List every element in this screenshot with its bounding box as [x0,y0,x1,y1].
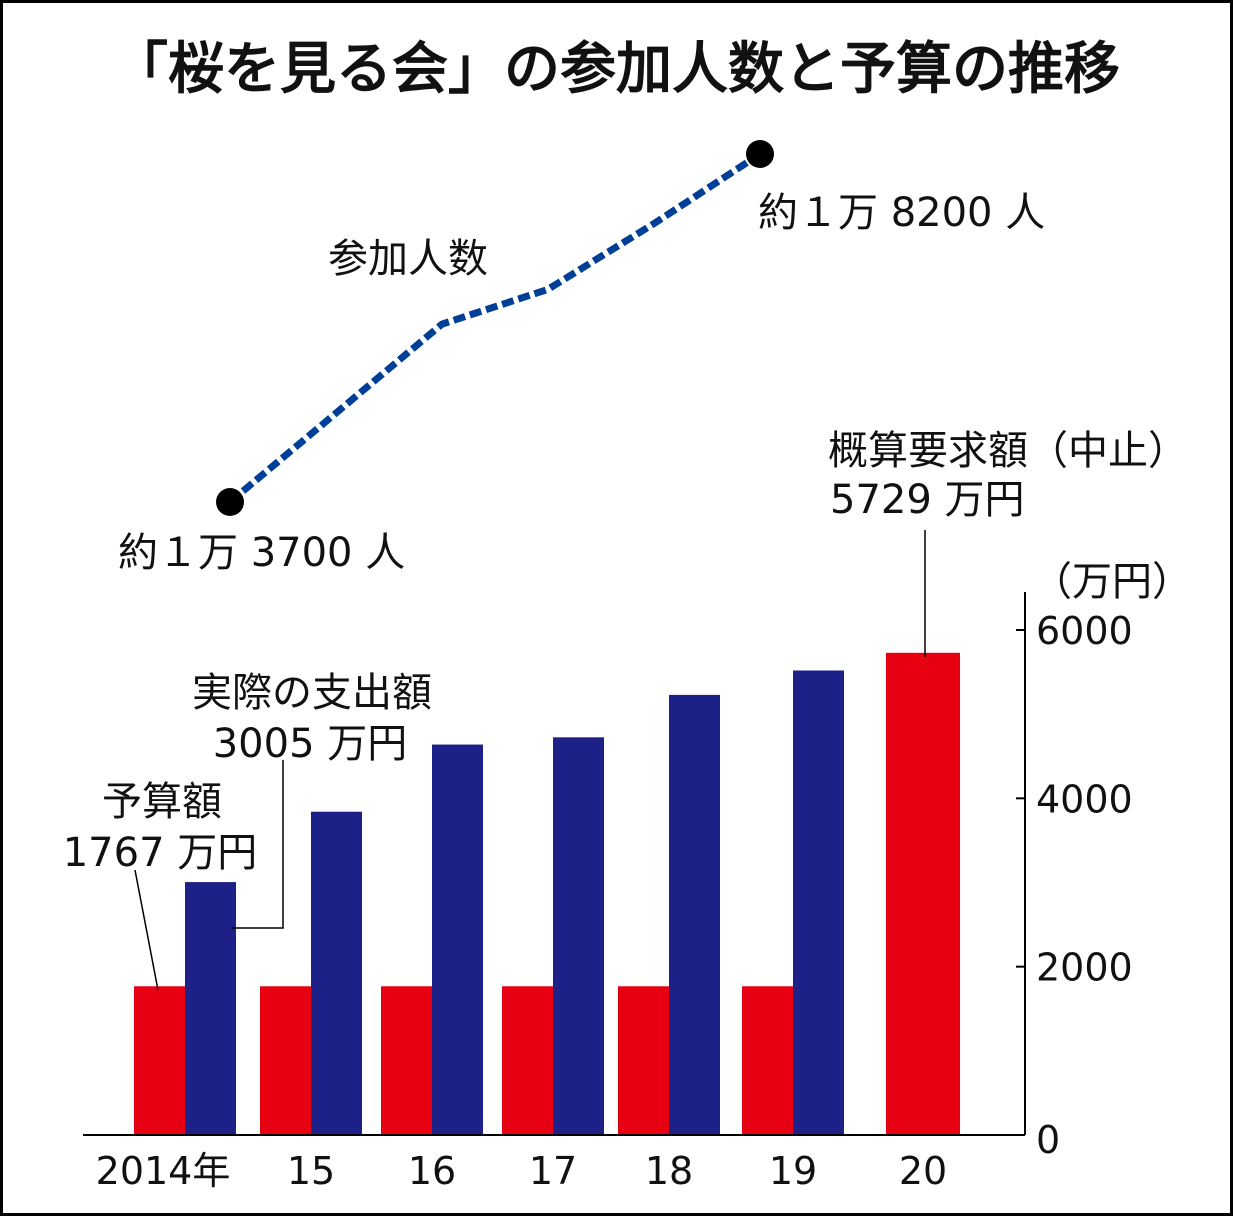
bar-budget [260,986,312,1135]
bar-actual [432,744,483,1135]
budget-value: 1767 万円 [63,830,258,876]
y-tick-label: 4000 [1036,777,1133,821]
budget-leader [134,869,159,991]
bars [134,652,960,1135]
bar-budget [134,986,186,1135]
x-tick-label: 15 [287,1149,335,1193]
bar-actual [311,811,362,1135]
bar-actual [793,670,844,1135]
y-unit: （万円） [1032,559,1192,605]
y-tick-label: 0 [1036,1118,1060,1162]
x-tick-label: 16 [408,1149,456,1193]
request-title: 概算要求額（中止） [828,428,1188,474]
bar-budget [381,986,433,1135]
y-tick-label: 6000 [1036,609,1133,653]
bar-actual [553,737,604,1135]
line-end-point [746,140,774,168]
chart-title: 「桜を見る会」の参加人数と予算の推移 [112,37,1120,102]
bar-budget [502,986,554,1135]
bar-budget [742,986,794,1135]
x-tick-label: 2014年 [96,1149,231,1193]
participants-line-group [216,140,774,516]
bar-actual [185,882,236,1135]
bar-budget-request [886,652,960,1135]
line-start-point [216,488,244,516]
request-value: 5729 万円 [830,477,1025,523]
y-ticks: 0 2000 4000 6000 [1016,609,1133,1162]
line-start-label: 約１万 3700 人 [118,530,405,576]
y-tick-label: 2000 [1036,946,1133,990]
participants-line [227,151,762,505]
x-tick-label: 19 [769,1149,817,1193]
bar-actual [669,694,720,1135]
budget-title: 予算額 [102,779,222,825]
x-tick-label: 17 [529,1149,577,1193]
line-label: 参加人数 [328,236,488,282]
actual-value: 3005 万円 [213,721,408,767]
x-tick-label: 20 [899,1149,947,1193]
actual-leader [232,760,284,929]
actual-title: 実際の支出額 [192,670,432,716]
x-tick-label: 18 [645,1149,693,1193]
x-labels: 2014年 15 16 17 18 19 20 [96,1149,948,1193]
line-end-label: 約１万 8200 人 [758,190,1045,236]
bar-budget [618,986,670,1135]
